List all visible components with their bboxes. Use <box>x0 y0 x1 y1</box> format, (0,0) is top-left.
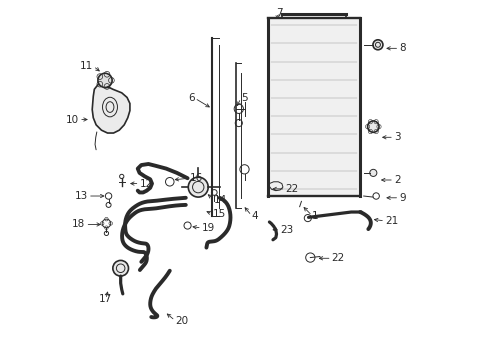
Text: 5: 5 <box>241 93 247 103</box>
Circle shape <box>98 73 112 87</box>
Text: 18: 18 <box>72 220 85 229</box>
Text: 13: 13 <box>75 191 88 201</box>
Text: 10: 10 <box>66 114 79 125</box>
Text: 8: 8 <box>399 43 405 53</box>
Bar <box>267 18 359 196</box>
Text: 2: 2 <box>393 175 400 185</box>
Text: 19: 19 <box>202 223 215 233</box>
Text: 11: 11 <box>80 61 93 71</box>
Text: 7: 7 <box>276 8 283 18</box>
Text: 12: 12 <box>139 179 152 189</box>
Circle shape <box>113 260 128 276</box>
Text: 21: 21 <box>384 216 398 226</box>
Text: 14: 14 <box>214 194 227 204</box>
Text: 16: 16 <box>189 173 202 183</box>
Text: 1: 1 <box>311 211 318 221</box>
Text: 9: 9 <box>399 193 405 203</box>
Text: 6: 6 <box>188 93 194 103</box>
Circle shape <box>188 177 208 197</box>
Circle shape <box>367 121 378 132</box>
Text: 23: 23 <box>280 225 293 235</box>
Circle shape <box>369 169 376 176</box>
Text: 4: 4 <box>251 211 258 221</box>
Text: 22: 22 <box>331 253 344 263</box>
Text: 3: 3 <box>393 132 400 142</box>
Text: 20: 20 <box>175 316 188 325</box>
Circle shape <box>372 40 382 50</box>
Text: 15: 15 <box>212 209 225 219</box>
Text: 17: 17 <box>99 294 112 304</box>
Polygon shape <box>92 83 130 133</box>
Text: 22: 22 <box>285 184 298 194</box>
